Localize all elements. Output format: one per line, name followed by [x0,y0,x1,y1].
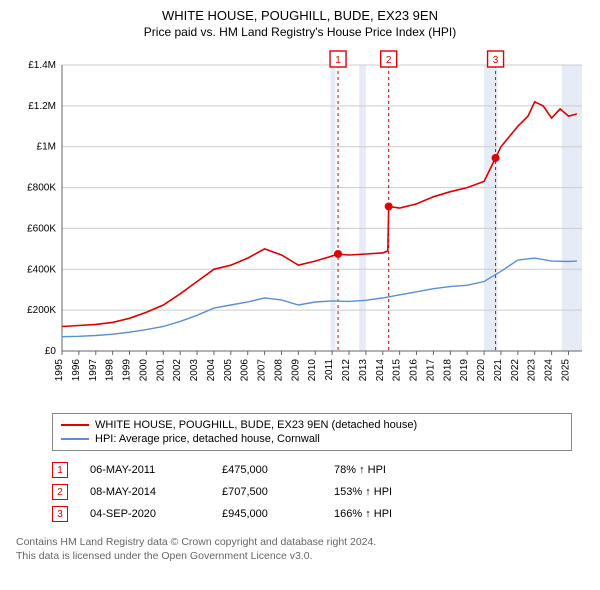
x-tick-label: 2013 [358,359,369,382]
y-tick-label: £1.2M [28,101,56,112]
x-tick-label: 2005 [223,359,234,382]
x-tick-label: 1995 [54,359,65,382]
sale-point [492,154,500,162]
svg-text:2: 2 [386,55,392,66]
x-tick-label: 2025 [560,359,571,382]
x-tick-label: 2020 [476,359,487,382]
legend: WHITE HOUSE, POUGHILL, BUDE, EX23 9EN (d… [52,413,572,451]
x-tick-label: 2012 [341,359,352,382]
y-tick-label: £0 [45,346,57,357]
sale-marker: 1 [52,462,68,478]
x-tick-label: 2008 [273,359,284,382]
x-tick-label: 2007 [257,359,268,382]
x-tick-label: 2014 [375,359,386,382]
legend-swatch [61,438,89,440]
x-tick-label: 1996 [71,359,82,382]
svg-text:3: 3 [493,55,499,66]
sale-hpi: 166% ↑ HPI [334,508,444,520]
x-tick-label: 2023 [527,359,538,382]
x-tick-label: 2010 [307,359,318,382]
chart-container: £0 £200K £400K £600K £800K £1M £1.2M £1.4M 1995 1… [8,47,590,407]
y-tick-label: £400K [27,264,56,275]
sale-marker-box: 1 [330,51,346,67]
x-tick-label: 2006 [240,359,251,382]
sale-marker: 3 [52,506,68,522]
x-tick-label: 2004 [206,359,217,382]
attribution-line: Contains HM Land Registry data © Crown c… [16,535,592,549]
x-tick-label: 2001 [155,359,166,382]
x-tick-label: 2017 [425,359,436,382]
x-tick-label: 2011 [324,359,335,381]
shaded-band [330,65,335,351]
legend-label: HPI: Average price, detached house, Corn… [95,433,320,445]
chart-subtitle: Price paid vs. HM Land Registry's House … [8,25,592,39]
sale-row: 1 06-MAY-2011 £475,000 78% ↑ HPI [52,459,572,481]
sale-price: £707,500 [222,486,312,498]
sale-date: 06-MAY-2011 [90,464,200,476]
x-tick-label: 1998 [105,359,116,382]
sale-price: £945,000 [222,508,312,520]
x-tick-label: 2002 [172,359,183,382]
chart-title: WHITE HOUSE, POUGHILL, BUDE, EX23 9EN [8,8,592,23]
y-tick-label: £200K [27,305,56,316]
legend-label: WHITE HOUSE, POUGHILL, BUDE, EX23 9EN (d… [95,419,417,431]
sale-point [334,250,342,258]
y-tick-label: £600K [27,223,56,234]
x-tick-label: 2009 [290,359,301,382]
shaded-band [359,65,366,351]
shaded-band [562,65,582,351]
sale-marker-box: 2 [381,51,397,67]
x-tick-label: 1997 [88,359,99,382]
y-tick-label: £1.4M [28,60,56,71]
sale-marker: 2 [52,484,68,500]
legend-swatch [61,424,89,426]
x-tick-label: 2003 [189,359,200,382]
x-tick-label: 2018 [442,359,453,382]
sale-row: 2 08-MAY-2014 £707,500 153% ↑ HPI [52,481,572,503]
x-tick-label: 2000 [138,359,149,382]
x-tick-label: 2016 [409,359,420,382]
x-tick-label: 2021 [493,359,504,382]
x-tick-label: 2019 [459,359,470,382]
y-tick-label: £800K [27,183,56,194]
x-tick-label: 1999 [122,359,133,382]
sale-date: 08-MAY-2014 [90,486,200,498]
sale-price: £475,000 [222,464,312,476]
y-tick-label: £1M [37,142,56,153]
legend-item: HPI: Average price, detached house, Corn… [61,432,563,446]
x-tick-label: 2022 [510,359,521,382]
sale-point [385,202,393,210]
attribution-line: This data is licensed under the Open Gov… [16,549,592,563]
sale-date: 04-SEP-2020 [90,508,200,520]
sale-hpi: 78% ↑ HPI [334,464,444,476]
attribution: Contains HM Land Registry data © Crown c… [16,535,592,563]
legend-item: WHITE HOUSE, POUGHILL, BUDE, EX23 9EN (d… [61,418,563,432]
x-tick-label: 2015 [392,359,403,382]
sale-row: 3 04-SEP-2020 £945,000 166% ↑ HPI [52,503,572,525]
sale-hpi: 153% ↑ HPI [334,486,444,498]
sale-marker-box: 3 [488,51,504,67]
x-tick-label: 2024 [544,359,555,382]
sales-table: 1 06-MAY-2011 £475,000 78% ↑ HPI 2 08-MAY-201… [52,459,572,525]
line-chart: £0 £200K £400K £600K £800K £1M £1.2M £1.4M 1995 1… [8,47,590,407]
svg-text:1: 1 [335,55,341,66]
